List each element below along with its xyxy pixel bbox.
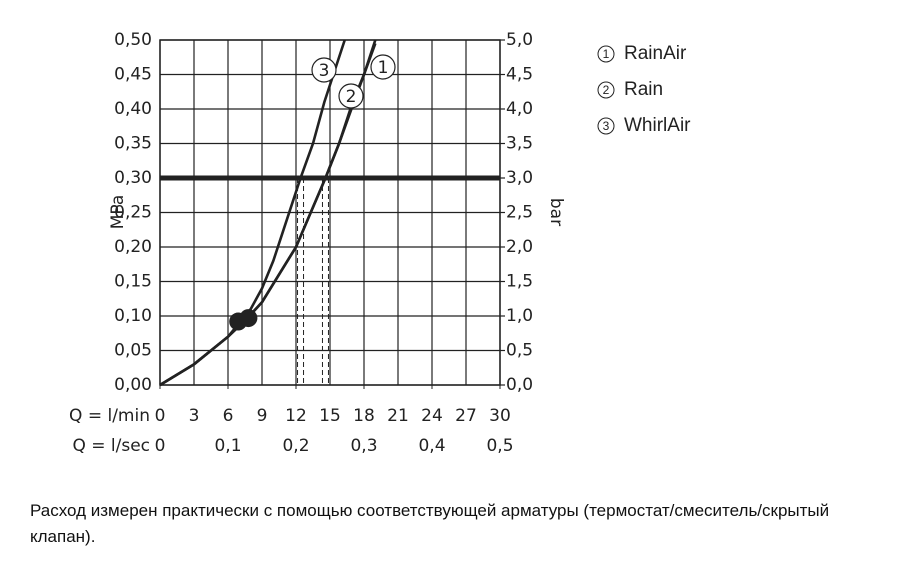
- legend-marker-circle: [597, 45, 615, 63]
- y-axis-label: MPa: [108, 195, 128, 230]
- y-tick-label: 0,45: [114, 65, 152, 85]
- legend-marker-number: 2: [603, 83, 610, 97]
- y2-axis-label: bar: [546, 198, 566, 226]
- y-tick-label: 0,50: [114, 30, 152, 50]
- x-tick-label: 15: [319, 406, 341, 426]
- y2-tick-label: 0,0: [506, 375, 533, 395]
- x-tick-label: 21: [387, 406, 409, 426]
- x-tick-label: 0: [155, 406, 166, 426]
- y2-tick-label: 3,5: [506, 134, 533, 154]
- page: {"chart_data": {"type": "line", "ylabel"…: [30, 30, 830, 546]
- x-tick-label: 12: [285, 406, 307, 426]
- legend-marker-number: 1: [603, 47, 610, 61]
- x2-tick-label: 0,4: [418, 436, 445, 456]
- y2-tick-label: 1,0: [506, 306, 533, 326]
- y2-tick-label: 4,0: [506, 99, 533, 119]
- y-tick-label: 0,20: [114, 237, 152, 257]
- y-tick-label: 0,15: [114, 272, 152, 292]
- legend-label: Rain: [624, 79, 663, 100]
- y2-tick-label: 2,0: [506, 237, 533, 257]
- x-tick-label: 9: [257, 406, 268, 426]
- legend-label: RainAir: [624, 43, 687, 64]
- legend-label: WhirlAir: [624, 115, 691, 136]
- y-tick-label: 0,25: [114, 203, 152, 223]
- x-tick-label: 3: [189, 406, 200, 426]
- series-marker-circle: [338, 83, 364, 109]
- x-axis-label: Q = l/min: [69, 406, 150, 426]
- series-marker-circle: [311, 57, 337, 83]
- y2-tick-label: 2,5: [506, 203, 533, 223]
- y-tick-label: 0,30: [114, 168, 152, 188]
- y2-tick-label: 3,0: [506, 168, 533, 188]
- x2-tick-label: 0,1: [214, 436, 241, 456]
- y-tick-label: 0,40: [114, 99, 152, 119]
- series-marker-number: 2: [346, 87, 357, 107]
- y2-tick-label: 1,5: [506, 272, 533, 292]
- y2-tick-label: 5,0: [506, 30, 533, 50]
- legend-marker-circle: [597, 81, 615, 99]
- x-tick-label: 24: [421, 406, 443, 426]
- chart: MPa bar Q = l/min Q = l/sec 0 3 6 9 12 15 18 21…: [69, 30, 691, 456]
- y2-tick-label: 4,5: [506, 65, 533, 85]
- y-tick-label: 0,00: [114, 375, 152, 395]
- series-marker-number: 1: [378, 58, 389, 78]
- plot-frame: [159, 39, 501, 386]
- series-marker-circle: [370, 54, 396, 80]
- y-tick-label: 0,05: [114, 341, 152, 361]
- legend: 1 RainAir 2 Rain 3 WhirlAir: [597, 43, 691, 136]
- y2-tick-label: 0,5: [506, 341, 533, 361]
- x2-axis-label: Q = l/sec: [72, 436, 150, 456]
- series-line: [159, 39, 346, 387]
- x2-tick-label: 0,5: [486, 436, 513, 456]
- x2-tick-label: 0,2: [282, 436, 309, 456]
- x-tick-label: 30: [489, 406, 511, 426]
- y-tick-label: 0,35: [114, 134, 152, 154]
- y-tick-label: 0,10: [114, 306, 152, 326]
- x-tick-label: 27: [455, 406, 477, 426]
- series-marker-number: 3: [319, 61, 330, 81]
- x-tick-label: 6: [223, 406, 234, 426]
- x2-tick-label: 0,3: [350, 436, 377, 456]
- x2-tick-label: 0: [155, 436, 166, 456]
- x-tick-label: 18: [353, 406, 375, 426]
- footnote: Расход измерен практически с помощью соо…: [30, 501, 830, 546]
- legend-marker-number: 3: [603, 119, 610, 133]
- point: [239, 309, 258, 328]
- legend-marker-circle: [597, 117, 615, 135]
